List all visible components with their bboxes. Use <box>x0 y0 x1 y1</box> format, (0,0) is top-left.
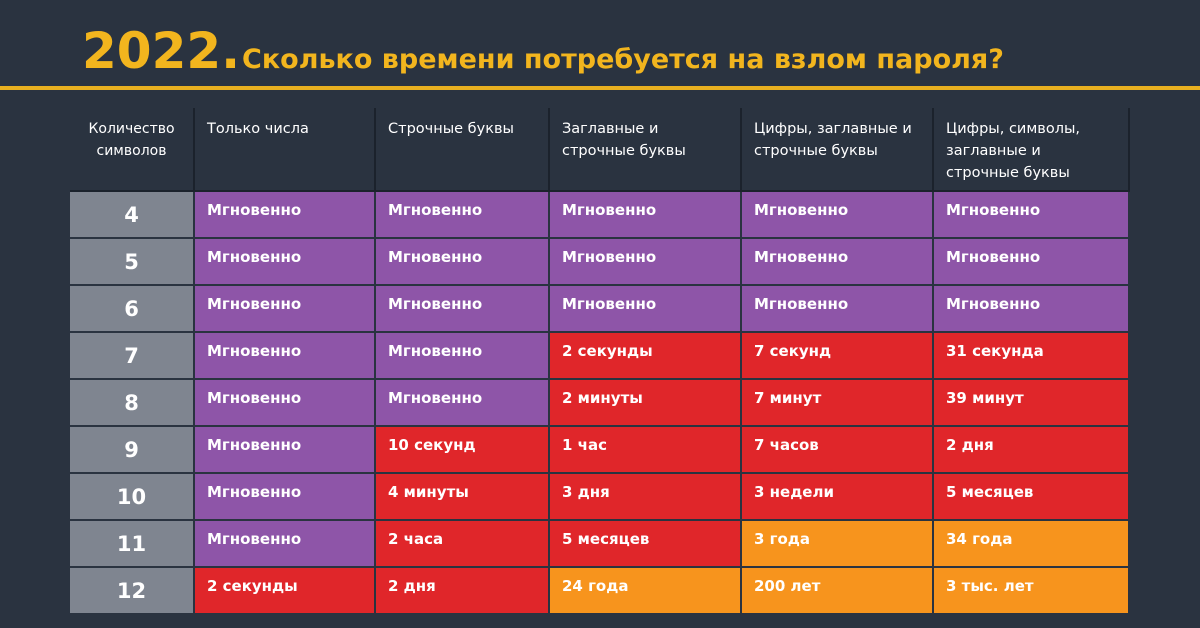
time-cell: Мгновенно <box>376 239 548 284</box>
time-cell: 5 месяцев <box>550 521 740 566</box>
time-cell: Мгновенно <box>195 333 374 378</box>
row-length: 5 <box>70 239 193 284</box>
time-cell: Мгновенно <box>195 286 374 331</box>
time-cell: 3 недели <box>742 474 932 519</box>
row-length: 8 <box>70 380 193 425</box>
time-cell: Мгновенно <box>742 192 932 237</box>
time-cell: Мгновенно <box>550 286 740 331</box>
time-cell: Мгновенно <box>550 239 740 284</box>
time-cell: 2 минуты <box>550 380 740 425</box>
time-cell: 3 тыс. лет <box>934 568 1128 613</box>
time-cell: Мгновенно <box>742 239 932 284</box>
column-header: Заглавные и строчные буквы <box>550 108 742 192</box>
divider <box>0 86 1200 90</box>
row-length: 12 <box>70 568 193 613</box>
time-cell: Мгновенно <box>195 521 374 566</box>
row-length: 11 <box>70 521 193 566</box>
column-header: Цифры, заглавные и строчные буквы <box>742 108 934 192</box>
time-cell: Мгновенно <box>195 427 374 472</box>
time-cell: 1 час <box>550 427 740 472</box>
row-length: 9 <box>70 427 193 472</box>
time-cell: Мгновенно <box>934 286 1128 331</box>
time-cell: 39 минут <box>934 380 1128 425</box>
time-cell: 7 минут <box>742 380 932 425</box>
column-header: Цифры, символы, заглавные и строчные бук… <box>934 108 1130 192</box>
time-cell: Мгновенно <box>934 239 1128 284</box>
time-cell: 7 часов <box>742 427 932 472</box>
time-cell: 2 дня <box>934 427 1128 472</box>
time-cell: 2 дня <box>376 568 548 613</box>
time-cell: Мгновенно <box>934 192 1128 237</box>
time-cell: 31 секунда <box>934 333 1128 378</box>
row-length: 4 <box>70 192 193 237</box>
time-cell: 3 дня <box>550 474 740 519</box>
row-length: 6 <box>70 286 193 331</box>
time-cell: 7 секунд <box>742 333 932 378</box>
time-cell: 34 года <box>934 521 1128 566</box>
time-cell: 5 месяцев <box>934 474 1128 519</box>
column-header: Количество символов <box>70 108 195 192</box>
time-cell: Мгновенно <box>376 286 548 331</box>
year: 2022. <box>82 22 241 80</box>
time-cell: Мгновенно <box>376 380 548 425</box>
time-cell: 24 года <box>550 568 740 613</box>
column-header: Строчные буквы <box>376 108 550 192</box>
column-header: Только числа <box>195 108 376 192</box>
time-cell: Мгновенно <box>376 192 548 237</box>
time-cell: 200 лет <box>742 568 932 613</box>
title: Сколько времени потребуется на взлом пар… <box>242 44 1004 75</box>
time-cell: 4 минуты <box>376 474 548 519</box>
time-cell: 2 часа <box>376 521 548 566</box>
time-cell: Мгновенно <box>195 192 374 237</box>
time-cell: 3 года <box>742 521 932 566</box>
row-length: 10 <box>70 474 193 519</box>
time-cell: 2 секунды <box>550 333 740 378</box>
time-cell: Мгновенно <box>550 192 740 237</box>
row-length: 7 <box>70 333 193 378</box>
time-cell: Мгновенно <box>195 474 374 519</box>
time-cell: Мгновенно <box>376 333 548 378</box>
time-cell: Мгновенно <box>195 239 374 284</box>
time-cell: 10 секунд <box>376 427 548 472</box>
time-cell: Мгновенно <box>742 286 932 331</box>
time-cell: 2 секунды <box>195 568 374 613</box>
time-cell: Мгновенно <box>195 380 374 425</box>
